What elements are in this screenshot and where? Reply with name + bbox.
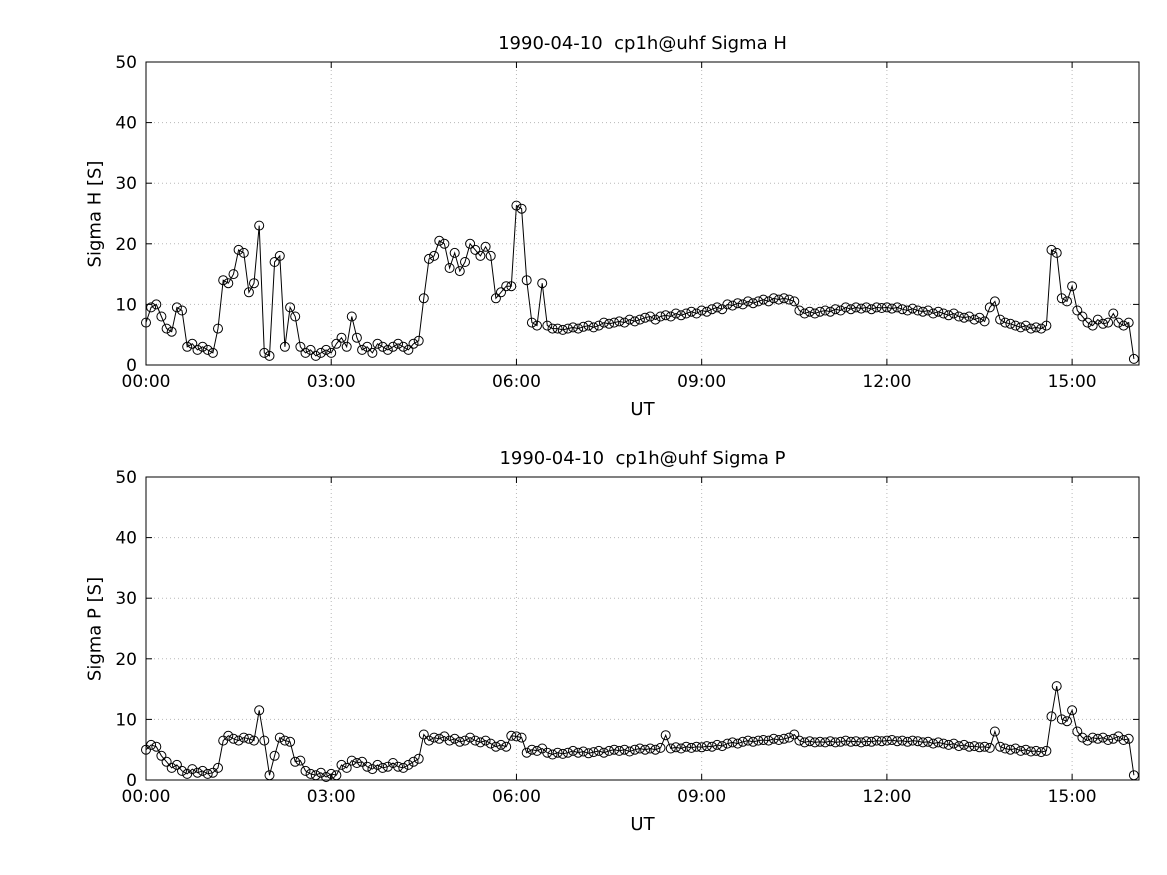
- sigma-h-x-tick-label: 09:00: [677, 372, 726, 392]
- sigma-h-xlabel: UT: [630, 399, 655, 420]
- sigma-p-grid: [146, 477, 1139, 780]
- sigma-p-axes-box: [145, 476, 1140, 781]
- sigma-p-y-tick-label: 40: [115, 529, 137, 549]
- sigma-h-data-markers: [141, 200, 1139, 364]
- sigma-h-title: 1990-04-10 cp1h@uhf Sigma H: [498, 33, 787, 54]
- sigma-p-tick-marks: [145, 476, 1139, 781]
- sigma-p-x-tick-label: 12:00: [862, 787, 911, 807]
- sigma-h-x-tick-label: 12:00: [862, 372, 911, 392]
- sigma-h-tick-marks: [145, 61, 1139, 366]
- sigma-h-x-tick-label: 03:00: [307, 372, 356, 392]
- sigma-p-xlabel: UT: [630, 814, 655, 835]
- sigma-h-x-tick-label: 06:00: [492, 372, 541, 392]
- sigma-p-y-tick-label: 30: [115, 589, 137, 609]
- sigma-h-axes-box: [145, 61, 1140, 366]
- sigma-h-y-tick-label: 20: [115, 235, 137, 255]
- sigma-h-grid: [146, 62, 1139, 365]
- sigma-p-title: 1990-04-10 cp1h@uhf Sigma P: [499, 448, 786, 469]
- sigma-h-y-tick-label: 30: [115, 174, 137, 194]
- sigma-p-ylabel: Sigma P [S]: [84, 576, 106, 682]
- sigma-h-x-tick-label: 15:00: [1048, 372, 1097, 392]
- sigma-p-x-tick-label: 09:00: [677, 787, 726, 807]
- sigma-p-x-tick-label: 15:00: [1048, 787, 1097, 807]
- sigma-p-y-tick-label: 20: [115, 650, 137, 670]
- sigma-h-x-tick-label: 00:00: [122, 372, 171, 392]
- sigma-p-x-tick-label: 06:00: [492, 787, 541, 807]
- sigma-h-y-tick-label: 40: [115, 114, 137, 134]
- sigma-h-ylabel: Sigma H [S]: [84, 160, 106, 268]
- sigma-h-y-tick-label: 50: [115, 53, 137, 73]
- sigma-p-x-tick-label: 00:00: [122, 787, 171, 807]
- sigma-p-y-tick-label: 10: [115, 710, 137, 730]
- sigma-h-y-tick-label: 0: [126, 356, 137, 376]
- sigma-p-y-tick-label: 50: [115, 468, 137, 488]
- sigma-p-data-line: [145, 686, 1135, 778]
- sigma-p-data-markers: [141, 681, 1139, 782]
- sigma-h-y-tick-label: 10: [115, 295, 137, 315]
- sigma-h-data-line: [145, 204, 1135, 359]
- sigma-p-y-tick-label: 0: [126, 771, 137, 791]
- sigma-p-x-tick-label: 03:00: [307, 787, 356, 807]
